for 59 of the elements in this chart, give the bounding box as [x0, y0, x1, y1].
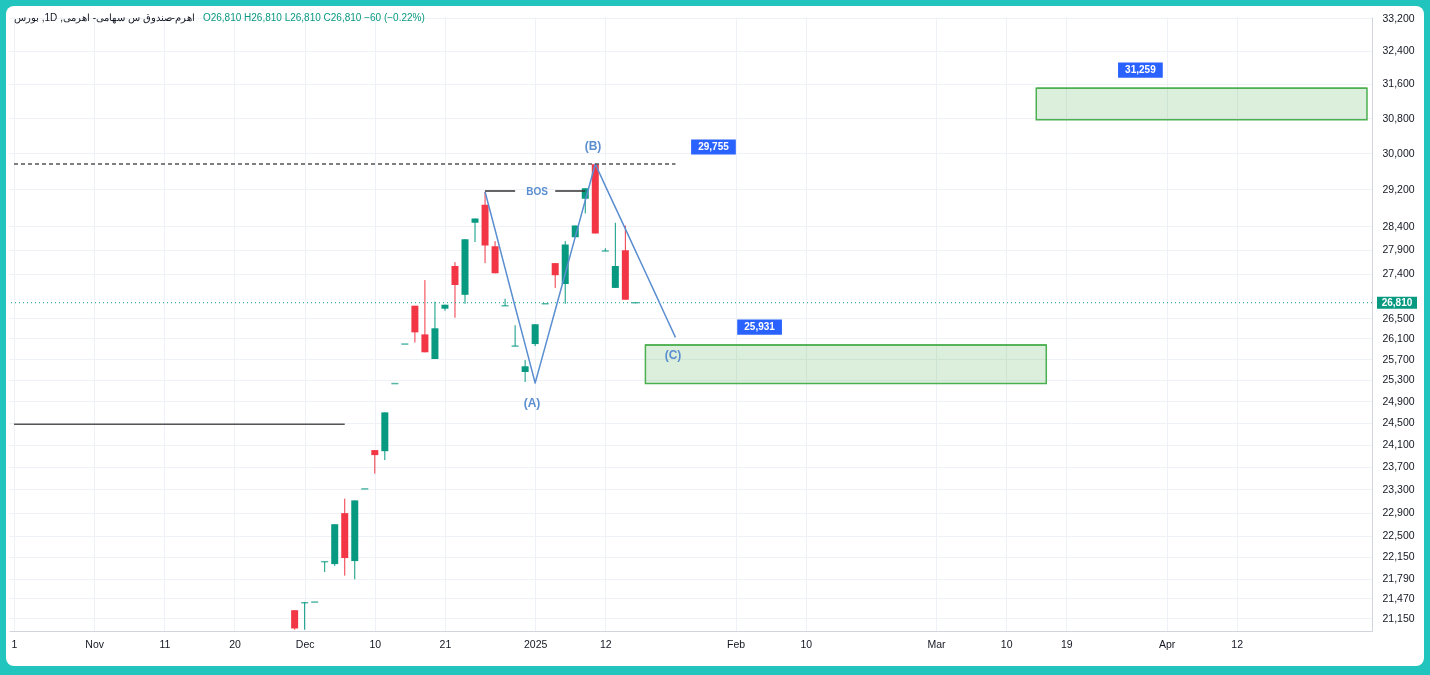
- x-tick-label: Feb: [727, 637, 746, 650]
- candlestick: [611, 222, 619, 289]
- candlestick: [421, 279, 429, 353]
- annotation: (A): [523, 396, 541, 410]
- candlestick: [531, 323, 539, 347]
- x-tick-label: Mar: [927, 637, 947, 650]
- y-tick-label: 21,470: [1382, 591, 1415, 604]
- series-label: 25,931: [744, 321, 776, 333]
- candlestick: [521, 359, 529, 383]
- y-tick-label: 32,400: [1382, 44, 1415, 57]
- x-tick-label: 19: [1060, 637, 1073, 650]
- y-tick-label: 24,100: [1382, 438, 1415, 451]
- candlestick: [451, 261, 459, 319]
- x-tick-label: Apr: [1158, 637, 1176, 650]
- y-tick-label: 21,790: [1382, 572, 1415, 585]
- x-tick-label: 10: [1000, 637, 1013, 650]
- y-tick-label: 30,000: [1382, 146, 1415, 159]
- x-tick-label: 20: [229, 637, 241, 650]
- chart-subtitle: O26,810 H26,810 L26,810 C26,810 −60 (−0.22%): [202, 12, 425, 23]
- y-tick-label: 23,700: [1382, 460, 1415, 473]
- y-tick-label: 33,200: [1382, 11, 1415, 24]
- y-tick-label: 29,200: [1382, 182, 1415, 195]
- y-tick-label: 26,100: [1382, 331, 1415, 344]
- y-tick-label: 25,700: [1382, 352, 1415, 365]
- x-tick-label: Dec: [295, 637, 315, 650]
- y-tick-label: 22,500: [1382, 529, 1415, 542]
- x-tick-label: 21: [439, 637, 452, 650]
- x-tick-label: Nov: [85, 637, 105, 650]
- y-tick-label: 27,400: [1382, 267, 1415, 280]
- y-tick-label: 30,800: [1382, 111, 1415, 124]
- x-tick-label: 12: [599, 637, 612, 650]
- x-tick-label: 10: [369, 637, 382, 650]
- y-tick-label: 24,500: [1382, 416, 1415, 429]
- annotation: (C): [664, 348, 682, 362]
- y-tick-label: 23,300: [1382, 483, 1415, 495]
- y-tick-label: 28,400: [1382, 219, 1415, 232]
- candlestick: [371, 449, 379, 475]
- x-tick-label: 2025: [523, 637, 548, 650]
- y-tick-label: 21,150: [1382, 611, 1415, 624]
- chart-title: اهرم-صندوق س سهامی- اهرمی, 1D, بورس: [14, 12, 195, 23]
- y-tick-label: 24,900: [1382, 394, 1415, 407]
- x-tick-label: 10: [800, 637, 813, 650]
- x-tick-label: 1: [11, 637, 18, 650]
- series-label: 31,259: [1125, 64, 1157, 76]
- candlestick: [511, 324, 519, 347]
- annotation: (B): [584, 139, 602, 153]
- text: 29,755: [698, 141, 730, 153]
- y-tick-label: 31,600: [1382, 77, 1415, 90]
- annotation: BOS: [526, 186, 549, 197]
- y-tick-label: 25,300: [1382, 373, 1415, 386]
- y-tick-label: 27,900: [1382, 243, 1415, 256]
- candlestick: [551, 262, 559, 289]
- y-tick-label: 22,900: [1382, 506, 1415, 519]
- ref-line-label: 26,810: [1381, 296, 1413, 308]
- y-tick-label: 22,150: [1382, 550, 1415, 563]
- x-tick-label: 12: [1231, 637, 1244, 650]
- x-tick-label: 11: [159, 637, 171, 650]
- y-tick-label: 26,500: [1382, 311, 1415, 324]
- candlestick: [291, 609, 299, 631]
